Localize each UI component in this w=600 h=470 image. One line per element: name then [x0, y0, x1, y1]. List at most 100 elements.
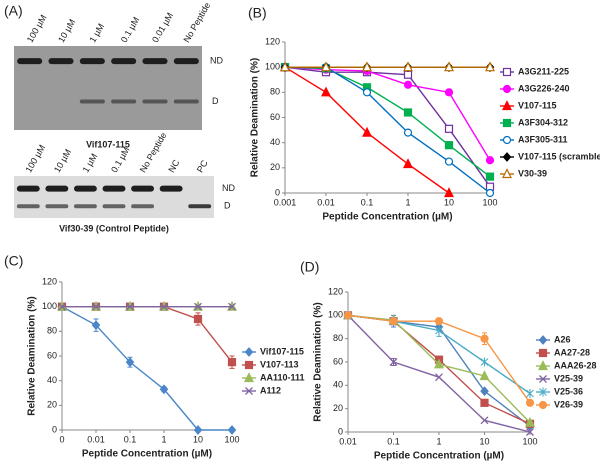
band: [131, 204, 154, 209]
legend-label: V30-39: [518, 168, 547, 178]
band: [79, 99, 105, 104]
x-tick-label: 0.01: [87, 434, 105, 444]
band: [142, 99, 168, 104]
band: [142, 58, 168, 65]
gel: [14, 46, 202, 130]
legend-label: V26-39: [554, 399, 583, 409]
series-line: [284, 66, 491, 178]
y-tick-label: 100: [328, 310, 343, 320]
lane-label: NC: [166, 157, 181, 174]
x-tick-label: 0: [59, 434, 64, 444]
x-tick-label: 0.1: [361, 197, 374, 207]
band: [79, 58, 105, 65]
legend-label: A3G211-225: [518, 66, 569, 76]
marker: [434, 317, 444, 326]
band: [74, 204, 97, 209]
panel-label: (B): [248, 5, 267, 21]
x-tick-label: 100: [224, 434, 239, 444]
y-tick-label: 120: [265, 36, 280, 46]
marker: [538, 335, 548, 345]
lane-label: 0.1 µM: [119, 15, 142, 44]
marker: [435, 326, 443, 335]
x-axis-title: Peptide Concentration (µM): [82, 449, 212, 460]
y-tick-label: 80: [47, 326, 57, 336]
marker: [280, 61, 290, 72]
marker: [194, 302, 202, 311]
marker: [362, 61, 372, 72]
marker: [403, 108, 413, 117]
y-tick-label: 20: [47, 400, 57, 410]
marker: [525, 398, 535, 407]
band-label: ND: [222, 183, 235, 193]
legend-label: A112: [260, 385, 281, 395]
marker: [160, 302, 168, 311]
y-tick-label: 40: [47, 375, 57, 385]
marker: [159, 384, 169, 395]
marker: [362, 126, 372, 137]
series-line: [284, 66, 491, 161]
marker: [480, 386, 489, 397]
marker: [538, 348, 548, 358]
lane-label: 0.01 µM: [150, 11, 175, 44]
marker: [480, 357, 489, 367]
legend-label: V25-36: [554, 386, 583, 396]
y-tick-label: 80: [270, 87, 280, 97]
marker: [444, 157, 454, 166]
marker: [321, 61, 331, 72]
marker: [126, 302, 134, 311]
y-tick-label: 120: [42, 276, 57, 286]
x-tick-label: 1: [436, 436, 441, 446]
lane-label: 10 µM: [52, 147, 73, 174]
y-tick-label: 20: [333, 403, 343, 413]
panel-label: (C): [4, 253, 23, 269]
legend-label: A3F304-312: [518, 117, 568, 127]
band: [111, 99, 137, 104]
marker: [502, 118, 512, 128]
legend-label: A26: [554, 334, 571, 344]
lane-label: 1 µM: [87, 22, 106, 44]
y-axis-title: Relative Deamination (%): [313, 302, 324, 421]
marker: [362, 88, 372, 97]
y-tick-label: 100: [42, 301, 57, 311]
legend-label: A3F305-311: [518, 134, 568, 144]
series-line: [61, 306, 232, 431]
band: [111, 58, 137, 65]
band: [102, 204, 126, 209]
gel-caption: Vif107-115: [86, 139, 130, 149]
marker: [539, 387, 547, 397]
marker: [539, 375, 547, 383]
band: [48, 58, 74, 65]
gel: [14, 176, 214, 218]
y-tick-label: 20: [270, 162, 280, 172]
lane-label: PC: [195, 158, 210, 174]
lane-label: 10 µM: [56, 17, 77, 44]
marker: [502, 100, 512, 111]
x-axis-title: Peptide Concentration (µM): [374, 451, 504, 462]
marker: [321, 86, 331, 97]
marker: [479, 370, 490, 381]
marker: [228, 302, 236, 311]
lane-label: 0.1 µM: [109, 145, 132, 174]
marker: [480, 398, 489, 407]
x-tick-label: 0.001: [274, 197, 297, 207]
marker: [244, 372, 254, 383]
marker: [485, 61, 495, 72]
marker: [444, 124, 454, 133]
y-axis-title: Relative Deamination (%): [27, 296, 38, 415]
band-label: ND: [210, 55, 223, 65]
band: [45, 185, 69, 192]
band-label: D: [212, 96, 219, 106]
marker: [403, 128, 413, 137]
panel-label: (A): [4, 3, 23, 19]
marker: [245, 387, 253, 395]
y-tick-label: 80: [333, 333, 343, 343]
marker: [403, 70, 413, 79]
x-tick-label: 0.01: [317, 197, 335, 207]
panel-label: (D): [300, 259, 319, 275]
y-tick-label: 0: [52, 424, 57, 434]
marker: [538, 360, 548, 371]
marker: [485, 156, 495, 165]
band: [17, 58, 43, 65]
legend-label: V25-39: [554, 373, 583, 383]
band: [16, 204, 40, 209]
